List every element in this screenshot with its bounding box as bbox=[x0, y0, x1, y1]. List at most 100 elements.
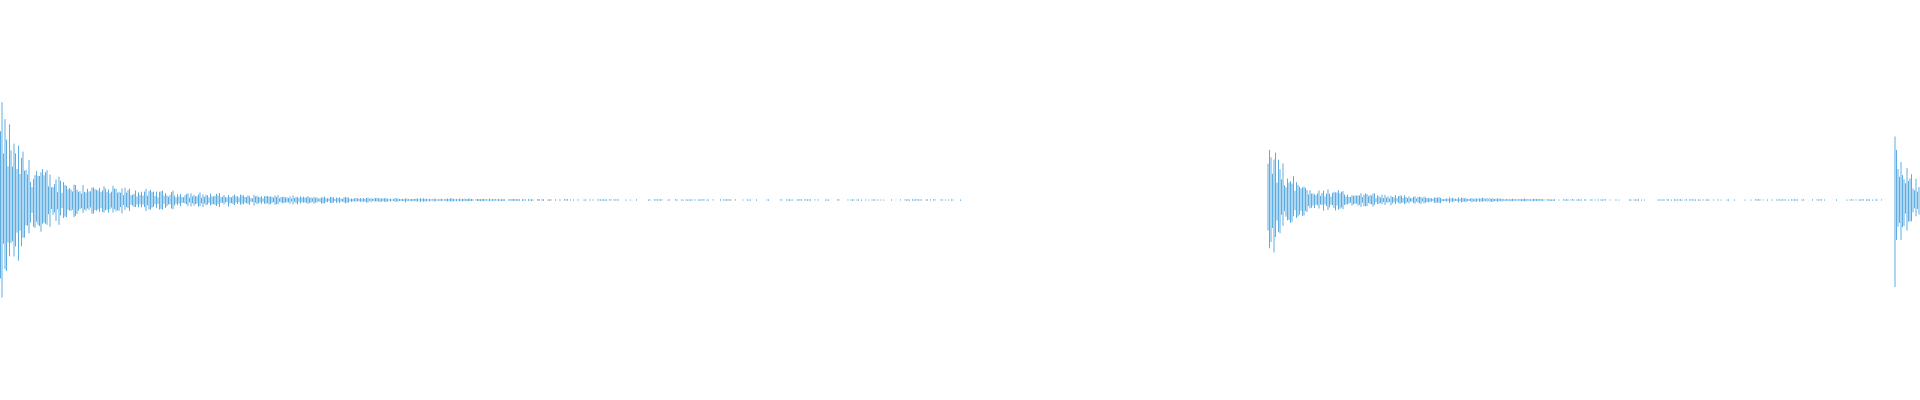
waveform-sample bbox=[414, 199, 415, 201]
waveform-sample bbox=[126, 192, 127, 208]
waveform-sample bbox=[1441, 198, 1443, 202]
waveform-sample bbox=[1594, 199, 1596, 201]
waveform-sample bbox=[369, 198, 370, 201]
waveform-sample bbox=[468, 198, 469, 202]
waveform-sample bbox=[1897, 169, 1899, 227]
waveform-sample bbox=[766, 199, 768, 201]
waveform-sample bbox=[1693, 199, 1695, 201]
waveform-sample bbox=[685, 199, 687, 201]
waveform-sample bbox=[130, 195, 132, 205]
waveform-sample bbox=[1792, 199, 1794, 201]
waveform-sample bbox=[1312, 193, 1314, 206]
waveform-sample bbox=[1533, 198, 1534, 202]
waveform-sample bbox=[1597, 199, 1599, 201]
waveform-sample bbox=[1591, 199, 1593, 201]
waveform-sample bbox=[426, 198, 427, 202]
waveform-sample bbox=[1675, 199, 1677, 201]
waveform-sample bbox=[1668, 199, 1669, 201]
waveform-sample bbox=[63, 182, 64, 218]
waveform-sample bbox=[1504, 199, 1506, 201]
waveform-sample bbox=[324, 196, 325, 204]
waveform-sample bbox=[429, 198, 430, 202]
waveform-sample bbox=[381, 198, 382, 202]
waveform-sample bbox=[703, 199, 705, 201]
waveform-sample bbox=[1315, 195, 1317, 205]
waveform-sample bbox=[349, 199, 351, 201]
waveform-sample bbox=[1387, 196, 1389, 203]
waveform-sample bbox=[1485, 198, 1486, 201]
waveform-sample bbox=[75, 185, 76, 216]
waveform-sample bbox=[1629, 199, 1630, 201]
waveform-sample bbox=[748, 199, 750, 201]
waveform-sample bbox=[1902, 175, 1903, 228]
waveform-sample bbox=[618, 199, 619, 201]
waveform-sample bbox=[423, 198, 424, 202]
waveform-sample bbox=[1384, 194, 1386, 205]
waveform-sample bbox=[598, 199, 600, 201]
waveform-sample bbox=[691, 199, 693, 201]
waveform-sample bbox=[489, 198, 490, 202]
waveform-sample bbox=[13, 143, 15, 257]
waveform-sample bbox=[51, 187, 52, 209]
waveform-sample bbox=[1584, 199, 1585, 201]
waveform-sample bbox=[559, 199, 561, 201]
waveform-sample bbox=[399, 199, 400, 201]
waveform-sample bbox=[193, 194, 195, 206]
waveform-sample bbox=[1615, 199, 1617, 201]
waveform-sample bbox=[330, 196, 331, 203]
waveform-sample bbox=[1578, 199, 1579, 201]
waveform-sample bbox=[33, 178, 34, 227]
waveform-sample bbox=[1531, 199, 1533, 201]
waveform-sample bbox=[255, 196, 256, 203]
waveform-sample bbox=[1695, 199, 1696, 201]
waveform-sample bbox=[1372, 193, 1374, 207]
waveform-sample bbox=[1377, 195, 1378, 205]
waveform-sample bbox=[198, 194, 199, 207]
waveform-sample bbox=[327, 198, 328, 203]
waveform-sample bbox=[67, 189, 69, 210]
waveform-sample bbox=[1516, 199, 1518, 201]
waveform-sample bbox=[57, 192, 58, 210]
waveform-sample bbox=[232, 195, 234, 204]
waveform-sample bbox=[1470, 198, 1471, 202]
waveform-sample bbox=[1663, 199, 1665, 201]
waveform-sample bbox=[1689, 199, 1690, 201]
waveform-sample bbox=[1416, 198, 1417, 202]
waveform-sample bbox=[364, 198, 366, 202]
waveform-sample bbox=[385, 198, 387, 202]
waveform-sample bbox=[270, 196, 271, 205]
waveform-sample bbox=[1411, 198, 1413, 202]
waveform-sample bbox=[1767, 199, 1768, 201]
waveform-sample bbox=[726, 199, 727, 201]
waveform-sample bbox=[1756, 199, 1758, 201]
waveform-sample bbox=[951, 199, 952, 201]
waveform-sample bbox=[447, 198, 448, 202]
waveform-sample bbox=[838, 199, 840, 201]
waveform-sample bbox=[1777, 199, 1779, 201]
waveform-sample bbox=[543, 199, 544, 201]
waveform-sample bbox=[1291, 183, 1293, 222]
waveform-sample bbox=[570, 199, 571, 201]
waveform-sample bbox=[1362, 197, 1363, 203]
waveform-sample bbox=[1365, 193, 1366, 207]
waveform-sample bbox=[96, 189, 97, 211]
waveform-sample bbox=[1600, 199, 1602, 201]
waveform-sample bbox=[927, 199, 928, 201]
waveform-sample bbox=[495, 199, 496, 201]
waveform-sample bbox=[1356, 195, 1357, 204]
waveform-sample bbox=[1408, 196, 1410, 204]
waveform-sample bbox=[747, 199, 748, 201]
waveform-sample bbox=[418, 199, 420, 201]
waveform-sample bbox=[1275, 152, 1276, 237]
waveform-sample bbox=[457, 199, 459, 201]
waveform-sample bbox=[1906, 167, 1908, 231]
waveform-sample bbox=[1852, 199, 1854, 201]
waveform-sample bbox=[1678, 199, 1680, 201]
waveform-sample bbox=[204, 196, 205, 204]
waveform-sample bbox=[541, 199, 543, 201]
waveform-sample bbox=[115, 188, 117, 212]
waveform-sample bbox=[153, 191, 154, 207]
waveform-sample bbox=[1720, 199, 1722, 201]
waveform-sample bbox=[1849, 199, 1851, 201]
waveform-sample bbox=[304, 197, 306, 203]
